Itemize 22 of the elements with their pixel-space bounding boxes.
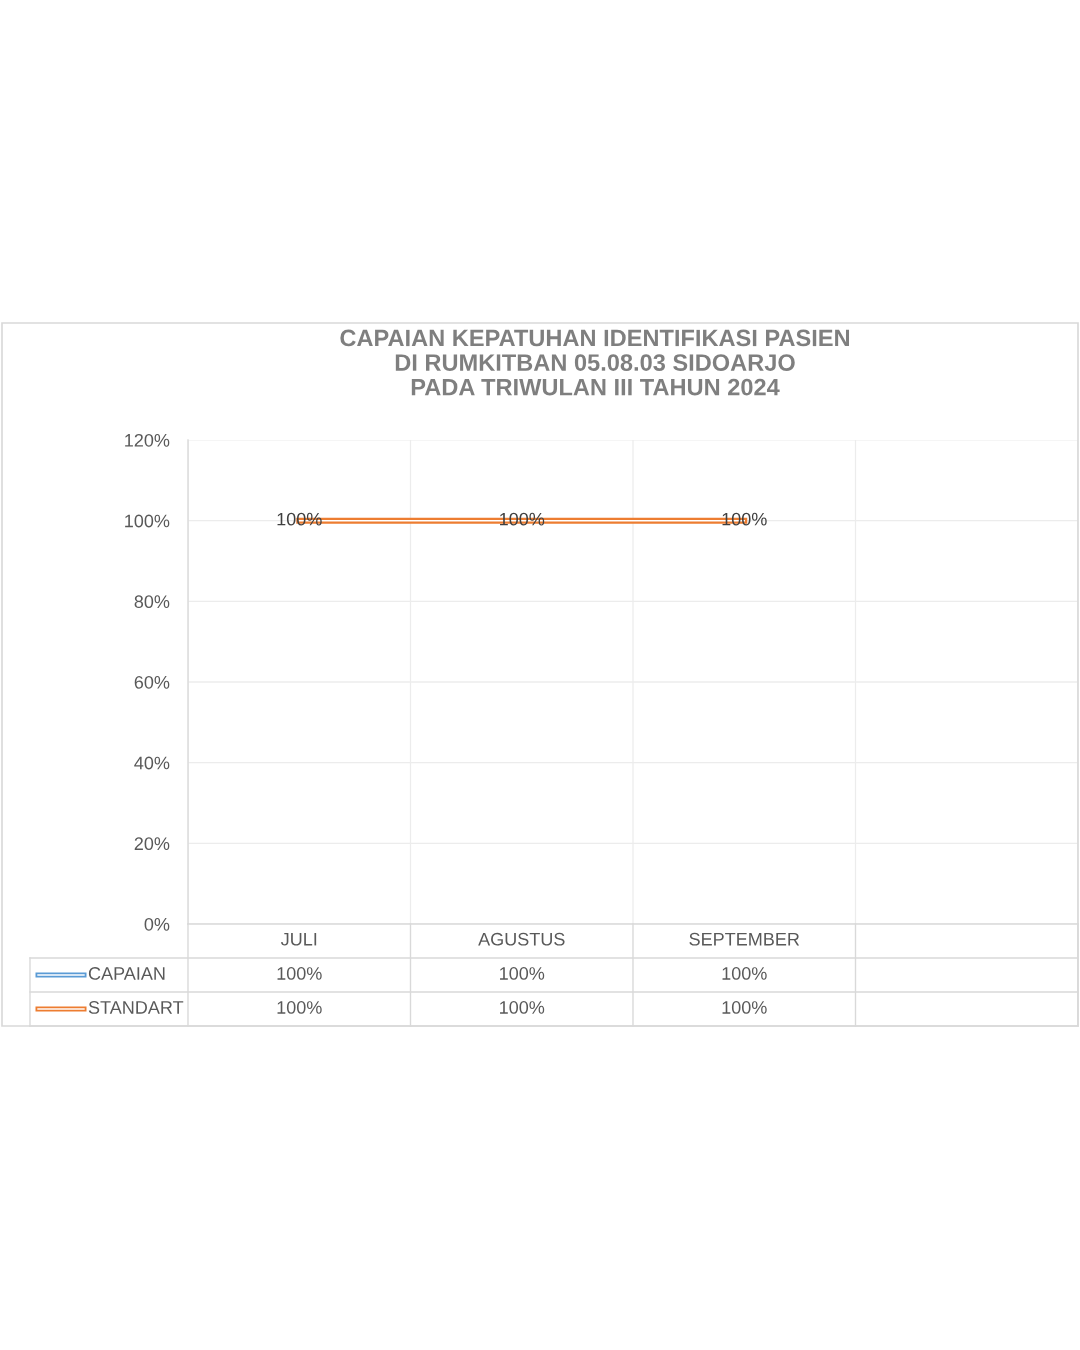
text: 100% (722, 512, 767, 526)
y-tick-label: 120% (125, 433, 170, 447)
chart-title: CAPAIAN KEPATUHAN IDENTIFIKASI PASIEN DI RUMKITBAN 05.08.03 SIDOARJO PADA TRIWULAN III TAHUN 2024 (340, 329, 850, 396)
legend-label: STANDART (88, 1001, 184, 1014)
legend-label: CAPAIAN (88, 967, 165, 980)
y-tick-label: 100% (125, 514, 170, 528)
text: 100% (500, 967, 545, 980)
x-tick-label: AGUSTUS (478, 932, 565, 946)
data-label: 100% (277, 1001, 322, 1014)
text: 100% (277, 512, 322, 526)
y-tick-label: 40% (134, 756, 170, 770)
text: 100% (722, 967, 767, 980)
text: 100% (277, 967, 322, 980)
data-label: 100% (722, 1001, 767, 1014)
y-tick-label: 80% (134, 595, 170, 609)
x-tick-label: JULI (280, 933, 317, 946)
y-tick-label: 20% (134, 837, 170, 851)
data-label: 100% (500, 1001, 545, 1014)
y-tick-label: 60% (134, 675, 170, 689)
text: 100% (500, 512, 545, 526)
y-tick-label: 0% (144, 917, 170, 931)
x-tick-label: SEPTEMBER (689, 932, 800, 946)
